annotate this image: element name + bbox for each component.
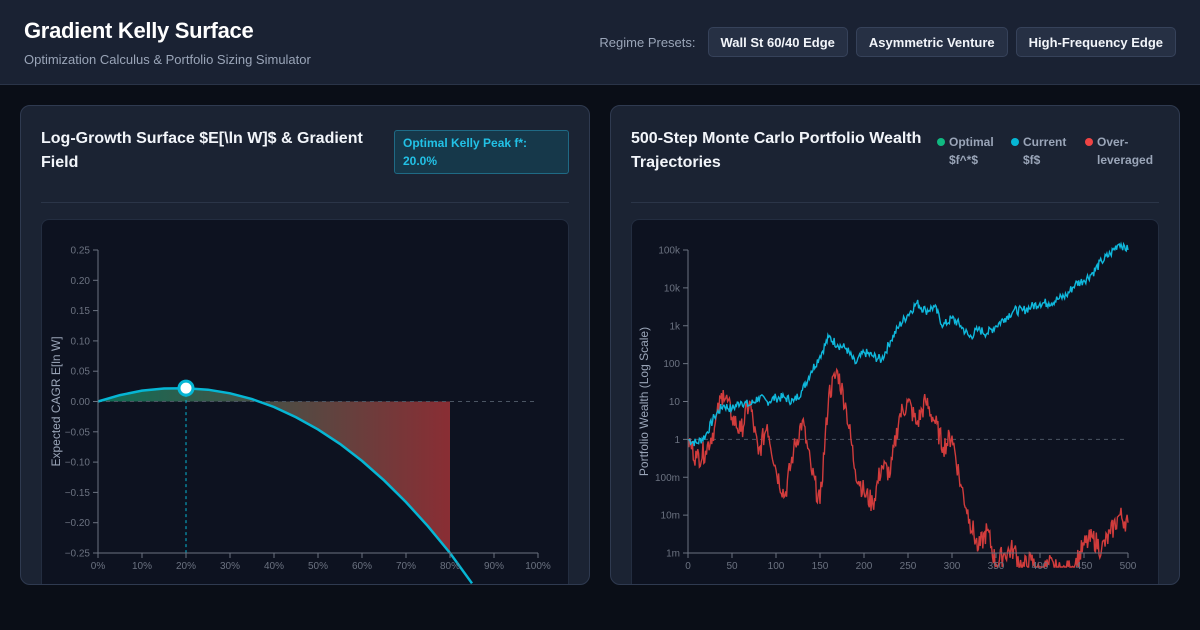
y-tick-label: 1m: [666, 549, 680, 560]
x-tick-label: 200: [856, 561, 873, 572]
monte-carlo-panel-title: 500-Step Monte Carlo Portfolio Wealth Tr…: [631, 130, 922, 171]
app-header: Gradient Kelly Surface Optimization Calc…: [0, 0, 1200, 85]
growth-shaded-region: [98, 388, 450, 553]
x-tick-label: 250: [900, 561, 917, 572]
monte-carlo-panel: 500-Step Monte Carlo Portfolio Wealth Tr…: [610, 105, 1180, 585]
legend-dot-icon: [1085, 138, 1093, 146]
x-tick-label: 450: [1076, 561, 1093, 572]
x-tick-label: 50: [726, 561, 738, 572]
y-tick-label: 10k: [664, 283, 681, 294]
x-tick-label: 150: [812, 561, 829, 572]
y-tick-label: −0.05: [65, 427, 91, 438]
legend-item-over-leveraged[interactable]: Over-leveraged: [1085, 133, 1159, 169]
log-growth-panel-title: Log-Growth Surface $E[\ln W]$ & Gradient…: [41, 130, 363, 171]
y-tick-label: 10: [669, 397, 681, 408]
x-tick-label: 100%: [525, 561, 551, 572]
preset-high-frequency-button[interactable]: High-Frequency Edge: [1015, 27, 1176, 57]
presets-label: Regime Presets:: [599, 34, 696, 50]
log-growth-chart[interactable]: 0.25 0.20 0.15 0.10 0.05 0.00 −0.05 −0.10 −0.15 −…: [41, 219, 569, 585]
y-tick-label: 1k: [669, 321, 681, 332]
header-text: Gradient Kelly Surface Optimization Calc…: [24, 18, 311, 67]
y-tick-label: 0.25: [71, 246, 91, 257]
page-title: Gradient Kelly Surface: [24, 17, 254, 43]
y-tick-label: 10m: [661, 511, 680, 522]
log-growth-svg[interactable]: 0.25 0.20 0.15 0.10 0.05 0.00 −0.05 −0.10 −0.15 −…: [42, 220, 568, 585]
legend-item-optimal[interactable]: Optimal $f^*$: [937, 133, 997, 169]
y-tick-label: −0.15: [65, 488, 91, 499]
x-tick-label: 350: [988, 561, 1005, 572]
preset-wall-st-button[interactable]: Wall St 60/40 Edge: [707, 27, 848, 57]
x-tick-label: 300: [944, 561, 961, 572]
x-tick-label: 10%: [132, 561, 152, 572]
log-growth-panel-header: Log-Growth Surface $E[\ln W]$ & Gradient…: [41, 126, 569, 203]
legend-item-current[interactable]: Current $f$: [1011, 133, 1071, 169]
y-axis-label: Portfolio Wealth (Log Scale): [637, 327, 651, 476]
x-tick-label: 20%: [176, 561, 196, 572]
y-tick-label: −0.20: [65, 518, 91, 529]
x-tick-label: 40%: [264, 561, 284, 572]
monte-carlo-svg[interactable]: 100k 10k 1k 100 10 1 100m 10m 1m 0 50 100 150 200 250 3…: [632, 220, 1158, 585]
monte-carlo-chart[interactable]: 100k 10k 1k 100 10 1 100m 10m 1m 0 50 100 150 200 250 3…: [631, 219, 1159, 585]
y-tick-label: 100m: [655, 473, 680, 484]
y-tick-label: 100: [663, 359, 680, 370]
y-axis-label: Expected CAGR E[ln W]: [49, 336, 63, 466]
legend-label: Optimal $f^*$: [949, 135, 994, 167]
y-tick-label: 0.10: [71, 336, 91, 347]
y-tick-label: −0.10: [65, 458, 91, 469]
y-tick-label: −0.25: [65, 549, 91, 560]
x-tick-label: 70%: [396, 561, 416, 572]
legend-dot-icon: [937, 138, 945, 146]
monte-carlo-panel-header: 500-Step Monte Carlo Portfolio Wealth Tr…: [631, 126, 1159, 203]
trajectory-legend: Optimal $f^*$ Current $f$ Over-leveraged: [937, 133, 1159, 169]
x-tick-label: 0: [685, 561, 691, 572]
x-tick-label: 0%: [91, 561, 106, 572]
trajectory-over-leveraged: [687, 367, 1129, 568]
x-tick-label: 60%: [352, 561, 372, 572]
x-tick-label: 50%: [308, 561, 328, 572]
trajectory-current-f: [687, 241, 1129, 447]
y-tick-label: 100k: [658, 246, 681, 257]
legend-dot-icon: [1011, 138, 1019, 146]
regime-presets: Regime Presets: Wall St 60/40 Edge Asymm…: [599, 27, 1176, 57]
x-tick-label: 80%: [440, 561, 460, 572]
log-growth-panel: Log-Growth Surface $E[\ln W]$ & Gradient…: [20, 105, 590, 585]
y-tick-label: 0.20: [71, 276, 91, 287]
legend-label: Over-leveraged: [1097, 135, 1154, 167]
preset-asymmetric-venture-button[interactable]: Asymmetric Venture: [855, 27, 1008, 57]
x-tick-label: 500: [1120, 561, 1137, 572]
log-growth-curve: [97, 386, 474, 584]
x-tick-label: 100: [768, 561, 785, 572]
x-tick-label: 90%: [484, 561, 504, 572]
optimal-peak-point[interactable]: [177, 379, 195, 397]
x-tick-label: 400: [1032, 561, 1049, 572]
main-content: Log-Growth Surface $E[\ln W]$ & Gradient…: [0, 85, 1200, 585]
page-subtitle: Optimization Calculus & Portfolio Sizing…: [24, 51, 311, 67]
optimal-kelly-badge: Optimal Kelly Peak f*: 20.0%: [394, 130, 569, 174]
y-tick-label: 0.05: [71, 367, 91, 378]
legend-label: Current $f$: [1023, 135, 1067, 167]
x-tick-label: 30%: [220, 561, 240, 572]
y-tick-label: 0.00: [71, 397, 91, 408]
y-tick-label: 1: [674, 435, 680, 446]
y-tick-label: 0.15: [71, 306, 91, 317]
